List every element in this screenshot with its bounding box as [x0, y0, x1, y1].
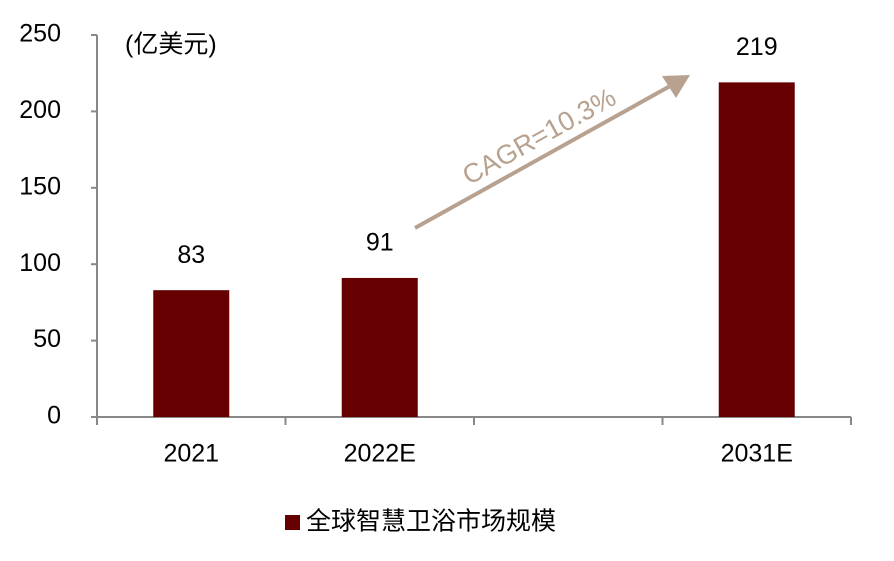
x-tick-label: 2031E [721, 440, 793, 468]
bar [718, 82, 795, 418]
cagr-arrow-line [414, 83, 673, 230]
y-tick-label: 100 [19, 249, 61, 277]
bar [153, 290, 230, 417]
x-tick-label: 2022E [344, 440, 416, 468]
y-tick-label: 250 [19, 20, 61, 48]
legend-swatch [285, 515, 300, 530]
unit-label: (亿美元) [125, 31, 217, 59]
legend-label: 全球智慧卫浴市场规模 [306, 508, 556, 536]
y-tick-label: 50 [33, 325, 61, 353]
data-label: 83 [177, 241, 205, 269]
y-tick-label: 0 [47, 402, 61, 430]
y-tick-label: 150 [19, 172, 61, 200]
x-tick-label: 2021 [163, 440, 219, 468]
data-label: 219 [736, 33, 778, 61]
bar [341, 277, 418, 417]
y-tick-label: 200 [19, 96, 61, 124]
data-label: 91 [366, 229, 394, 257]
cagr-arrow-head [662, 75, 690, 98]
cagr-annotation: CAGR=10.3% [457, 82, 621, 191]
